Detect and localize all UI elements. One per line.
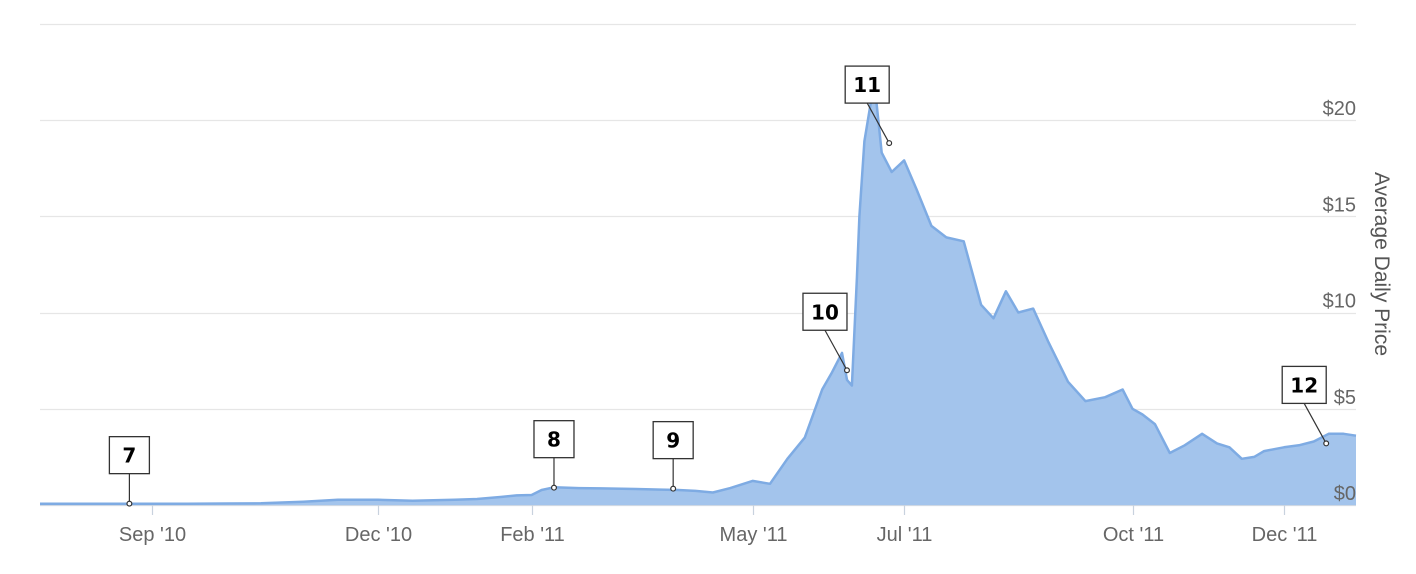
flag-connector	[1303, 403, 1327, 444]
flag-box	[108, 436, 151, 475]
flag-point	[550, 484, 557, 491]
flag-point	[1323, 440, 1330, 447]
flag-label: 12	[1290, 373, 1318, 397]
y-tick-label: $15	[1323, 194, 1356, 216]
flag-point	[886, 140, 893, 147]
flag-label: 10	[811, 300, 839, 324]
flag-12: 12	[1281, 365, 1330, 447]
y-tick-label: $10	[1323, 291, 1356, 313]
x-tick-label: Feb '11	[500, 524, 565, 546]
flag-box	[844, 65, 890, 104]
y-axis-title: Average Daily Price	[1370, 172, 1393, 356]
x-tick-label: Jul '11	[877, 524, 933, 546]
flag-10: 10	[802, 292, 850, 374]
flag-label: 7	[122, 444, 136, 468]
flag-label: 8	[547, 428, 561, 452]
x-axis: Sep '10 Dec '10 Feb '11 May '11 Jul '11 Oct '…	[119, 505, 1317, 546]
y-tick-label: $20	[1323, 98, 1356, 120]
flag-connector	[824, 329, 848, 371]
flag-point	[843, 367, 850, 374]
x-tick-label: Dec '11	[1252, 524, 1318, 546]
flag-box	[533, 420, 575, 459]
event-flags: 7 8 9 10 11 12	[108, 65, 1330, 507]
flag-box	[802, 292, 848, 331]
x-tick-label: May '11	[720, 524, 788, 546]
price-area-series	[40, 80, 1357, 505]
series-area-fill	[40, 81, 1356, 505]
flag-label: 11	[853, 73, 881, 97]
y-tick-label: $5	[1334, 387, 1356, 409]
y-axis: $0 $5 $10 $15 $20	[1323, 98, 1356, 505]
flag-11: 11	[844, 65, 893, 147]
series-line	[40, 80, 1357, 505]
flag-7: 7	[108, 436, 151, 507]
flag-label: 9	[666, 429, 680, 453]
flag-8: 8	[533, 420, 575, 491]
grid-lines	[40, 23, 1356, 507]
flag-point	[670, 485, 677, 492]
x-tick-label: Sep '10	[119, 524, 186, 546]
y-tick-label: $0	[1334, 483, 1356, 505]
x-tick-label: Oct '11	[1103, 524, 1164, 546]
x-tick-label: Dec '10	[345, 524, 412, 546]
flag-box	[652, 420, 694, 460]
flag-connector	[866, 102, 890, 144]
flag-9: 9	[652, 420, 694, 492]
flag-point	[126, 500, 133, 507]
flag-box	[1281, 365, 1327, 405]
